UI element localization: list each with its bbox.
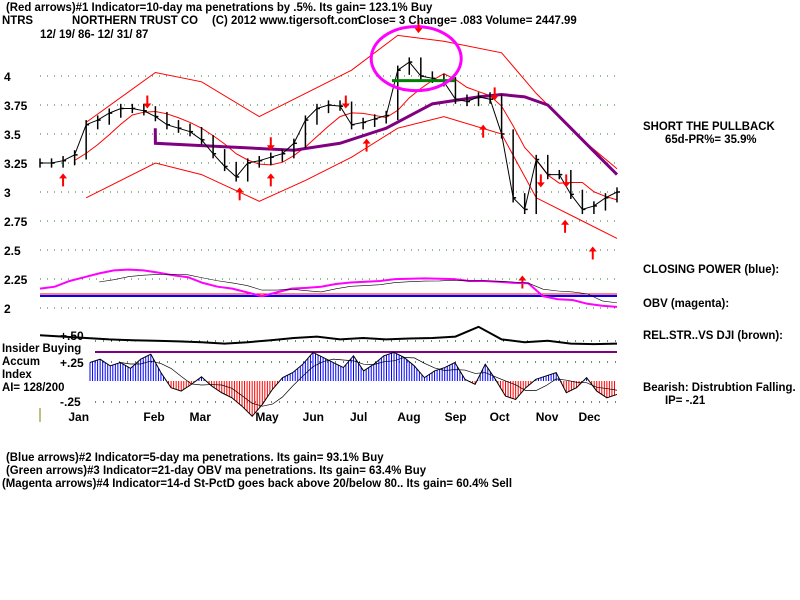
- y-tick-label: 2.5: [4, 244, 21, 258]
- signal-text: SHORT THE PULLBACK: [643, 119, 775, 133]
- x-tick-label: Nov: [536, 410, 559, 424]
- up-arrow-head-icon: [59, 173, 68, 179]
- down-arrow-head-icon: [490, 95, 499, 101]
- x-tick-label: Feb: [143, 410, 164, 424]
- indicator3-text: (Green arrows)#3 Indicator=21-day OBV ma…: [6, 463, 427, 477]
- up-arrow-head-icon: [479, 124, 488, 130]
- x-tick-label: Mar: [190, 410, 212, 424]
- moving-average-purple: [153, 93, 619, 176]
- down-arrow-head-icon: [414, 28, 423, 34]
- up-arrow-head-icon: [518, 275, 527, 281]
- rel-str-label: REL.STR..VS DJI (brown):: [643, 328, 783, 342]
- accum-line: [89, 351, 618, 418]
- x-tick-label: Dec: [578, 410, 600, 424]
- price-line: [40, 61, 618, 211]
- x-tick-label: May: [255, 410, 279, 424]
- y-tick-label: 2: [4, 302, 11, 316]
- y-tick-label: 4: [4, 70, 11, 84]
- highlight-circle: [369, 25, 463, 93]
- y-tick-label: 3.75: [4, 99, 28, 113]
- indicator4-text: (Magenta arrows)#4 Indicator=14-d St-Pct…: [2, 476, 513, 490]
- up-arrow-head-icon: [561, 219, 570, 225]
- down-arrow-head-icon: [341, 103, 350, 109]
- upper-band-line: [85, 34, 618, 170]
- lower-band-line: [85, 116, 618, 239]
- up-arrow-head-icon: [235, 187, 244, 193]
- indicator2-text: (Blue arrows)#2 Indicator=5-day ma penet…: [6, 450, 384, 464]
- symbol: NTRS: [2, 13, 34, 27]
- x-tick-label: Sep: [445, 410, 467, 424]
- copyright: (C) 2012 www.tigersoft.com: [212, 13, 362, 27]
- y-tick-label: 3.5: [4, 128, 21, 142]
- accum-y-label: +.50: [60, 329, 84, 343]
- down-arrow-head-icon: [266, 145, 275, 151]
- accum-label: Accum: [2, 354, 41, 368]
- bearish-text: Bearish: Distrubtion Falling.: [643, 380, 796, 394]
- accum-y-label: -.25: [60, 395, 81, 409]
- x-tick-label: Aug: [397, 410, 420, 424]
- indicator1-text: (Red arrows)#1 Indicator=10-day ma penet…: [6, 0, 433, 14]
- closing-power-label: CLOSING POWER (blue):: [643, 262, 780, 276]
- down-arrow-head-icon: [536, 182, 545, 188]
- y-tick-label: 3: [4, 186, 11, 200]
- quote-info: Close= 3 Change= .083 Volume= 2447.99: [358, 13, 577, 27]
- obv-label: OBV (magenta):: [643, 296, 730, 310]
- up-arrow-head-icon: [588, 246, 597, 252]
- insider-label: Insider Buying: [2, 341, 82, 355]
- pr-value: 65d-PR%= 35.9%: [665, 132, 757, 146]
- down-arrow-head-icon: [562, 182, 571, 188]
- x-tick-label: Oct: [490, 410, 510, 424]
- rel-str-line: [39, 325, 618, 346]
- x-tick-label: Jun: [303, 410, 324, 424]
- date-range: 12/ 19/ 86- 12/ 31/ 87: [40, 27, 149, 41]
- up-arrow-head-icon: [266, 173, 275, 179]
- y-tick-label: 2.25: [4, 273, 28, 287]
- company-name: NORTHERN TRUST CO: [72, 13, 199, 27]
- x-tick-label: Jul: [350, 410, 367, 424]
- accum-y-label: +.25: [60, 356, 84, 370]
- y-tick-label: 2.75: [4, 215, 28, 229]
- x-tick-label: Jan: [68, 410, 89, 424]
- obv-ma-line: [99, 273, 618, 304]
- down-arrow-head-icon: [143, 103, 152, 109]
- up-arrow-head-icon: [362, 138, 371, 144]
- accum-ma-line: [120, 357, 618, 407]
- obv-line: [39, 268, 618, 308]
- index-label: Index: [2, 367, 32, 381]
- ai-value: AI= 128/200: [2, 380, 65, 394]
- ip-value: IP= -.21: [665, 393, 706, 407]
- y-tick-label: 3.25: [4, 157, 28, 171]
